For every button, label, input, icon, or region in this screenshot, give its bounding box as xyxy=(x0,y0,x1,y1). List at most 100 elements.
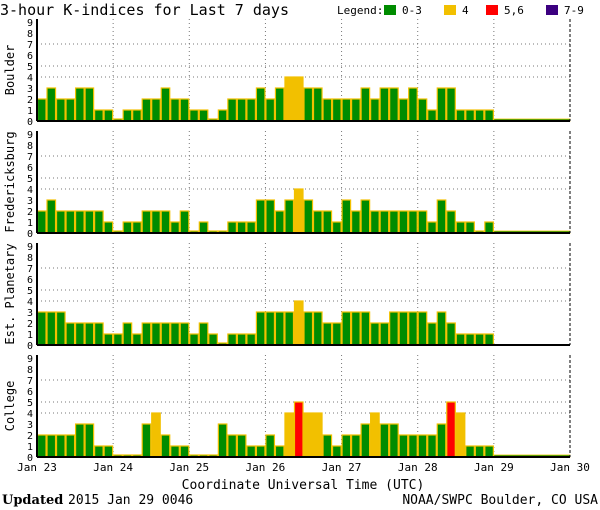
bar xyxy=(465,109,475,122)
bar xyxy=(417,434,428,458)
bar xyxy=(370,98,380,122)
bar xyxy=(446,87,456,122)
y-tick-label: 7 xyxy=(27,40,33,51)
bar xyxy=(379,322,390,346)
bar xyxy=(436,311,447,346)
bar xyxy=(484,333,494,346)
bar xyxy=(312,210,323,234)
bar xyxy=(227,221,237,234)
bar xyxy=(36,434,47,458)
bar xyxy=(398,434,409,458)
bar xyxy=(94,445,104,458)
y-tick-label: 6 xyxy=(27,163,33,174)
y-tick-label: 1 xyxy=(27,442,33,453)
bar xyxy=(246,221,257,234)
legend-swatch-4 xyxy=(444,5,456,15)
bar xyxy=(446,401,456,458)
y-tick-label: 6 xyxy=(27,51,33,62)
bar xyxy=(350,311,361,346)
bar xyxy=(436,87,447,122)
bar xyxy=(236,434,247,458)
updated-label: Updated xyxy=(2,493,63,508)
bar xyxy=(122,109,133,122)
bar xyxy=(151,210,161,234)
bar xyxy=(46,311,57,346)
bar xyxy=(151,412,161,458)
bar xyxy=(198,322,209,346)
bar xyxy=(208,333,218,346)
bar xyxy=(341,311,352,346)
bar xyxy=(217,423,228,458)
bar xyxy=(389,423,399,458)
bar xyxy=(65,434,76,458)
bar xyxy=(179,322,190,346)
y-tick-label: 8 xyxy=(27,141,33,152)
bar xyxy=(312,87,323,122)
bar xyxy=(74,210,85,234)
bar xyxy=(65,98,76,122)
bar xyxy=(360,423,371,458)
updated-value: 2015 Jan 29 0046 xyxy=(68,493,193,508)
bar xyxy=(293,188,304,234)
x-tick-label: Jan 24 xyxy=(93,461,133,474)
bar xyxy=(141,98,152,122)
bar xyxy=(293,300,304,346)
bar xyxy=(284,412,295,458)
bar xyxy=(465,221,475,234)
bar xyxy=(474,445,485,458)
bar xyxy=(398,311,409,346)
bar xyxy=(103,445,114,458)
y-axis-label: College xyxy=(3,381,17,432)
bar xyxy=(312,412,323,458)
y-tick-label: 8 xyxy=(27,365,33,376)
x-axis-label: Coordinate Universal Time (UTC) xyxy=(182,478,425,493)
bar xyxy=(236,221,247,234)
y-tick-label: 6 xyxy=(27,387,33,398)
y-axis-label: Boulder xyxy=(3,45,17,96)
bar xyxy=(246,445,257,458)
bar xyxy=(417,210,428,234)
bar xyxy=(170,221,180,234)
x-tick-label: Jan 25 xyxy=(169,461,209,474)
bar xyxy=(151,322,161,346)
y-tick-label: 9 xyxy=(27,354,33,365)
bar xyxy=(198,109,209,122)
bar xyxy=(341,199,352,234)
y-tick-label: 1 xyxy=(27,330,33,341)
bar xyxy=(255,311,266,346)
bar xyxy=(36,210,47,234)
y-tick-label: 2 xyxy=(27,319,33,330)
bar xyxy=(170,98,180,122)
bar xyxy=(341,98,352,122)
y-tick-label: 9 xyxy=(27,242,33,253)
bar xyxy=(141,322,152,346)
bar xyxy=(74,322,85,346)
bar xyxy=(379,87,390,122)
y-tick-label: 9 xyxy=(27,18,33,29)
legend-swatch-5-6 xyxy=(486,5,498,15)
bar xyxy=(427,221,437,234)
bar xyxy=(227,333,237,346)
bar xyxy=(303,199,314,234)
bar xyxy=(265,199,276,234)
y-tick-label: 8 xyxy=(27,253,33,264)
bar xyxy=(84,322,95,346)
x-tick-label: Jan 23 xyxy=(17,461,57,474)
bar xyxy=(293,401,304,458)
legend-item-0-3: 0-3 xyxy=(402,4,422,17)
bar xyxy=(103,109,114,122)
bar xyxy=(408,87,418,122)
bar xyxy=(274,445,285,458)
bar xyxy=(474,109,485,122)
bar xyxy=(103,221,114,234)
bar xyxy=(360,199,371,234)
bar xyxy=(446,210,456,234)
bar xyxy=(389,311,399,346)
y-tick-label: 5 xyxy=(27,62,33,73)
y-tick-label: 1 xyxy=(27,218,33,229)
bar xyxy=(74,423,85,458)
bar xyxy=(398,98,409,122)
bar xyxy=(484,221,494,234)
